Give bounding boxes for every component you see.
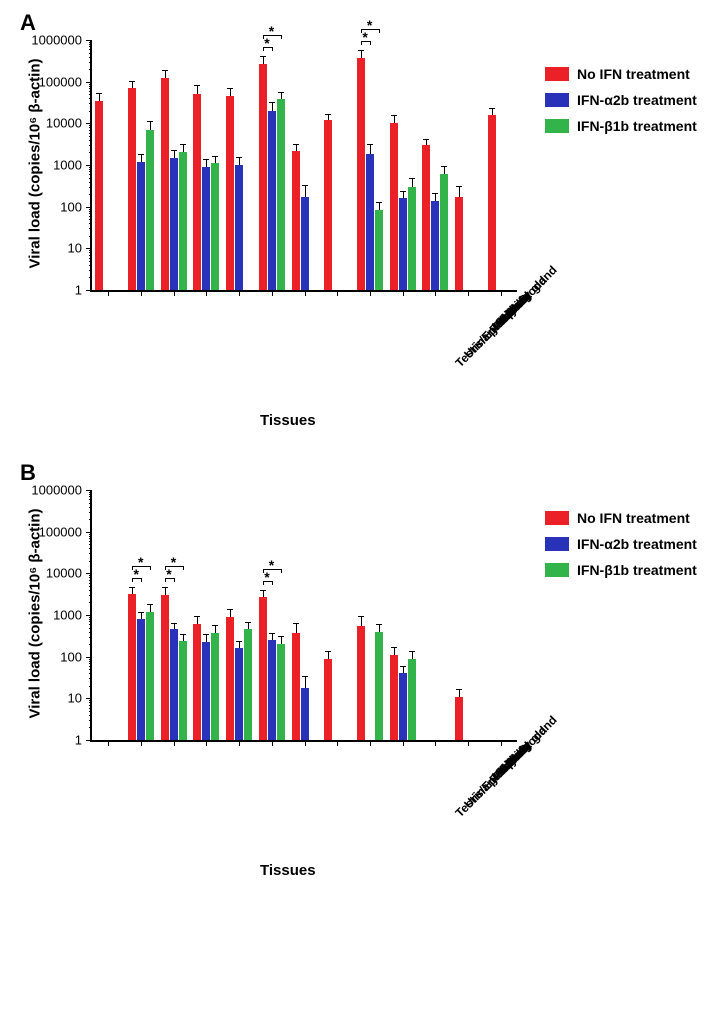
legend-item: IFN-β1b treatment: [545, 562, 697, 578]
significance-star: *: [138, 555, 143, 569]
bar: [170, 158, 178, 290]
ytick-label: 100000: [39, 74, 92, 89]
bar: [390, 655, 398, 740]
bar: [146, 130, 154, 290]
bar: [422, 145, 430, 290]
bar: [161, 595, 169, 740]
ytick-label: 10: [68, 691, 92, 706]
bar: [146, 612, 154, 740]
ytick-label: 10000: [46, 116, 92, 131]
bar: [179, 641, 187, 740]
bar: [292, 633, 300, 740]
bar: [455, 697, 463, 740]
legend-label: No IFN treatment: [577, 66, 690, 82]
panel-a-plot: 1101001000100001000001000000BrainTestis/…: [90, 40, 517, 292]
legend-label: IFN-β1b treatment: [577, 562, 697, 578]
legend-swatch: [545, 119, 569, 133]
bar: [277, 99, 285, 290]
bar: [211, 633, 219, 740]
bar: [137, 162, 145, 290]
bar: [244, 629, 252, 740]
bar: [259, 64, 267, 290]
bar: [268, 111, 276, 290]
legend-swatch: [545, 67, 569, 81]
ytick-label: 10: [68, 241, 92, 256]
significance-star: *: [269, 24, 274, 38]
bar: [193, 624, 201, 740]
bar: [399, 673, 407, 740]
bar: [301, 197, 309, 290]
panel-a-ylabel: Viral load (copies/10⁶ β-actin): [27, 39, 44, 289]
legend-item: No IFN treatment: [545, 510, 697, 526]
bar: [292, 151, 300, 290]
panel-a-legend: No IFN treatment IFN-α2b treatment IFN-β1b…: [545, 66, 697, 144]
bar: [235, 165, 243, 290]
bar: [324, 120, 332, 290]
ytick-label: 10000: [46, 566, 92, 581]
ytick-label: 100: [60, 199, 92, 214]
bar: [259, 597, 267, 740]
bar: [161, 78, 169, 290]
bar: [95, 101, 103, 290]
bar: [408, 659, 416, 740]
legend-item: IFN-α2b treatment: [545, 536, 697, 552]
legend-item: IFN-β1b treatment: [545, 118, 697, 134]
bar: [324, 659, 332, 740]
bar: [128, 88, 136, 290]
bar: [408, 187, 416, 290]
significance-star: *: [367, 18, 372, 32]
significance-star: *: [171, 555, 176, 569]
bar: [440, 174, 448, 290]
bar: [488, 115, 496, 290]
bar: [226, 96, 234, 290]
bar: [357, 626, 365, 740]
bar: [211, 163, 219, 290]
bar: [357, 58, 365, 290]
legend-label: IFN-α2b treatment: [577, 92, 697, 108]
panel-b-ylabel: Viral load (copies/10⁶ β-actin): [27, 489, 44, 739]
bar: [226, 617, 234, 740]
bar: [301, 688, 309, 740]
panel-b-plot: 1101001000100001000001000000BrainTestis/…: [90, 490, 517, 742]
legend-label: No IFN treatment: [577, 510, 690, 526]
bar: [390, 123, 398, 290]
ytick-label: 1000: [53, 158, 92, 173]
panel-b-legend: No IFN treatment IFN-α2b treatment IFN-β1b…: [545, 510, 697, 588]
bar: [179, 152, 187, 290]
bar: [202, 167, 210, 290]
legend-item: No IFN treatment: [545, 66, 697, 82]
bar: [366, 154, 374, 290]
ytick-label: 1: [75, 283, 92, 298]
ytick-label: 1: [75, 733, 92, 748]
legend-swatch: [545, 511, 569, 525]
panel-a-xlabel: Tissues: [260, 412, 316, 429]
legend-swatch: [545, 93, 569, 107]
bar: [193, 94, 201, 290]
bar: [455, 197, 463, 290]
bar: [375, 210, 383, 290]
bar: [235, 648, 243, 740]
legend-swatch: [545, 537, 569, 551]
panel-b-xlabel: Tissues: [260, 862, 316, 879]
bar: [375, 632, 383, 740]
significance-star: *: [269, 558, 274, 572]
legend-item: IFN-α2b treatment: [545, 92, 697, 108]
bar: [137, 619, 145, 740]
bar: [202, 642, 210, 740]
bar: [268, 640, 276, 740]
legend-label: IFN-β1b treatment: [577, 118, 697, 134]
bar: [277, 644, 285, 740]
legend-swatch: [545, 563, 569, 577]
figure: A B 1101001000100001000001000000BrainTes…: [0, 0, 706, 895]
bar: [170, 629, 178, 740]
bar: [128, 594, 136, 740]
ytick-label: 1000: [53, 608, 92, 623]
ytick-label: 100: [60, 649, 92, 664]
ytick-label: 100000: [39, 524, 92, 539]
legend-label: IFN-α2b treatment: [577, 536, 697, 552]
bar: [431, 201, 439, 290]
bar: [399, 198, 407, 290]
